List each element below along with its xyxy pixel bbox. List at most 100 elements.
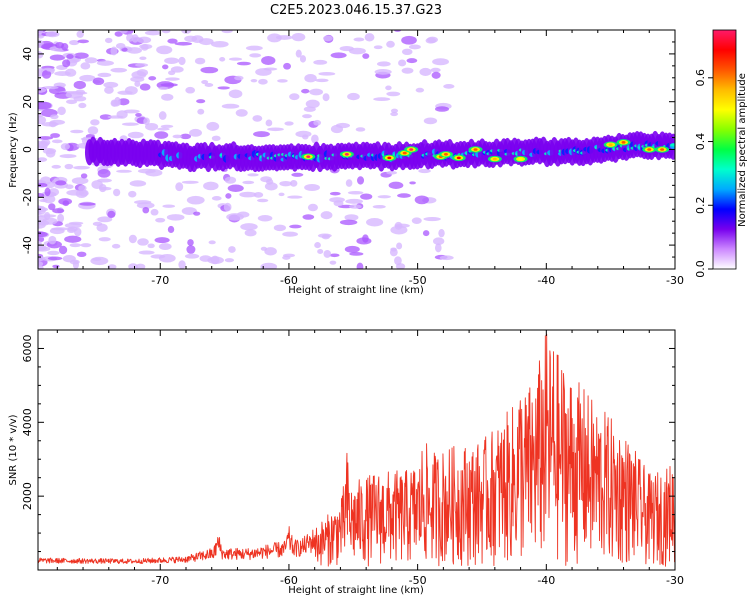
spectrogram-x-label: Height of straight line (km) xyxy=(288,285,424,296)
spectrogram-noise-blob xyxy=(73,80,86,90)
spectrogram-noise-blob xyxy=(143,117,150,126)
spectrogram-noise-blob xyxy=(245,45,263,51)
spectrogram-noise-blob xyxy=(339,219,358,226)
spectrogram-noise-blob xyxy=(73,165,90,170)
spectrogram-noise-blob xyxy=(51,139,63,144)
spectrogram-noise-blob xyxy=(181,180,199,184)
spectrogram-noise-blob xyxy=(45,149,56,158)
spectrogram-noise-blob xyxy=(97,168,111,178)
spectrogram-noise-blob xyxy=(307,203,318,212)
spectrogram-noise-blob xyxy=(50,114,59,120)
spectrogram-noise-blob xyxy=(55,41,65,49)
spectrogram-noise-blob xyxy=(322,93,330,102)
spectrogram-noise-blob xyxy=(128,234,137,244)
spectrogram-noise-blob xyxy=(68,39,80,46)
spectrogram-noise-blob xyxy=(50,133,61,138)
spectrogram-noise-blob xyxy=(344,214,359,221)
spectrogram-noise-blob xyxy=(92,77,105,86)
spectrogram-noise-blob xyxy=(58,245,68,255)
spectrogram-noise-blob xyxy=(144,30,162,36)
spectrogram-noise-blob xyxy=(329,260,337,265)
spectrogram-noise-blob xyxy=(96,223,108,232)
spectrogram-noise-blob xyxy=(47,256,63,261)
spectrogram-noise-blob xyxy=(390,225,408,235)
spectrogram-noise-blob xyxy=(211,196,222,201)
spectrogram-noise-blob xyxy=(172,134,183,139)
spectrogram-noise-blob xyxy=(360,193,373,200)
spectrogram-noise-blob xyxy=(189,128,202,137)
spectrogram-noise-blob xyxy=(167,225,175,234)
spectrogram-noise-blob xyxy=(66,54,74,60)
spectrogram-noise-blob xyxy=(302,114,312,119)
spectrogram-noise-blob xyxy=(78,185,87,192)
spectrogram-noise-blob xyxy=(69,243,82,248)
spectrogram-noise-blob xyxy=(126,33,134,42)
spectrogram-noise-blob xyxy=(186,245,196,254)
spectrogram-noise-blob xyxy=(347,92,360,101)
spectrogram-noise-blob xyxy=(160,124,174,128)
spectrogram-noise-blob xyxy=(55,180,67,186)
spectrogram-noise-blob xyxy=(52,264,60,269)
spectrogram-noise-blob xyxy=(135,113,142,117)
spectrogram-noise-blob xyxy=(123,109,140,114)
spectrogram-noise-blob xyxy=(318,71,336,76)
spectrogram-noise-blob xyxy=(357,176,365,185)
spectrogram-noise-blob xyxy=(415,87,425,93)
spectrogram-noise-blob xyxy=(60,143,70,151)
spectrogram-noise-blob xyxy=(115,43,126,49)
spectrogram-noise-blob xyxy=(157,127,170,131)
spectrogram-noise-blob xyxy=(42,85,59,90)
snr-x-label: Height of straight line (km) xyxy=(288,585,424,596)
spectrogram-noise-blob xyxy=(158,243,172,250)
spectrogram-noise-blob xyxy=(148,76,157,81)
spectrogram-noise-blob xyxy=(301,88,310,94)
spectrogram-plot-area xyxy=(38,30,675,269)
spectrogram-noise-blob xyxy=(66,189,85,196)
snr-x-tick-label: -60 xyxy=(280,574,298,587)
spectrogram-noise-blob xyxy=(162,204,176,208)
colorbar-label: Normalized spectral amplitude xyxy=(737,73,748,227)
spectrogram-noise-blob xyxy=(38,265,44,269)
spectrogram-noise-blob xyxy=(275,35,293,40)
spectrogram-noise-blob xyxy=(396,242,403,250)
spectrogram-noise-blob xyxy=(145,122,159,131)
spectrogram-peak xyxy=(409,148,414,151)
spectrogram-noise-blob xyxy=(256,198,269,203)
spectrogram-noise-blob xyxy=(362,53,370,59)
spectrogram-noise-blob xyxy=(401,35,417,45)
spectrogram-noise-blob xyxy=(114,31,123,37)
spectrogram-noise-blob xyxy=(41,69,52,79)
spectrogram-noise-blob xyxy=(110,67,128,73)
spectrogram-peak xyxy=(518,157,523,161)
spectrogram-noise-blob xyxy=(289,224,302,229)
spectrogram-noise-blob xyxy=(304,183,320,192)
spectrogram-noise-blob xyxy=(406,58,418,64)
spectrogram-noise-blob xyxy=(194,57,206,65)
spectrogram-noise-blob xyxy=(313,119,322,126)
spectrogram-noise-blob xyxy=(388,181,404,190)
spectrogram-noise-blob xyxy=(414,195,429,205)
spectrogram-noise-blob xyxy=(135,263,146,269)
spectrogram-noise-blob xyxy=(431,71,441,79)
snr-x-tick-label: -70 xyxy=(151,574,169,587)
spectrogram-noise-blob xyxy=(344,245,360,253)
spectrogram-peak xyxy=(647,148,652,151)
spectrogram-noise-blob xyxy=(140,43,149,51)
spectrogram-noise-blob xyxy=(206,121,220,131)
spectrogram-noise-blob xyxy=(364,33,375,42)
spectrogram-noise-blob xyxy=(356,237,372,245)
colorbar-bar xyxy=(712,29,737,270)
spectrogram-noise-blob xyxy=(145,169,163,177)
spectrogram-noise-blob xyxy=(373,97,391,102)
colorbar-tick-label: 0.0 xyxy=(694,260,707,278)
spectrogram-noise-blob xyxy=(70,129,84,134)
spectrogram-noise-blob xyxy=(38,193,45,198)
spectrogram-peak xyxy=(473,148,478,151)
spectrogram-noise-blob xyxy=(98,183,107,193)
snr-y-label: SNR (10 * v/v) xyxy=(8,414,19,485)
spectrogram-noise-blob xyxy=(76,251,87,257)
spectrogram-noise-blob xyxy=(73,52,89,59)
spectrogram-noise-blob xyxy=(355,127,366,132)
spectrogram-x-tick-label: -50 xyxy=(409,274,427,287)
spectrogram-noise-blob xyxy=(217,86,230,90)
